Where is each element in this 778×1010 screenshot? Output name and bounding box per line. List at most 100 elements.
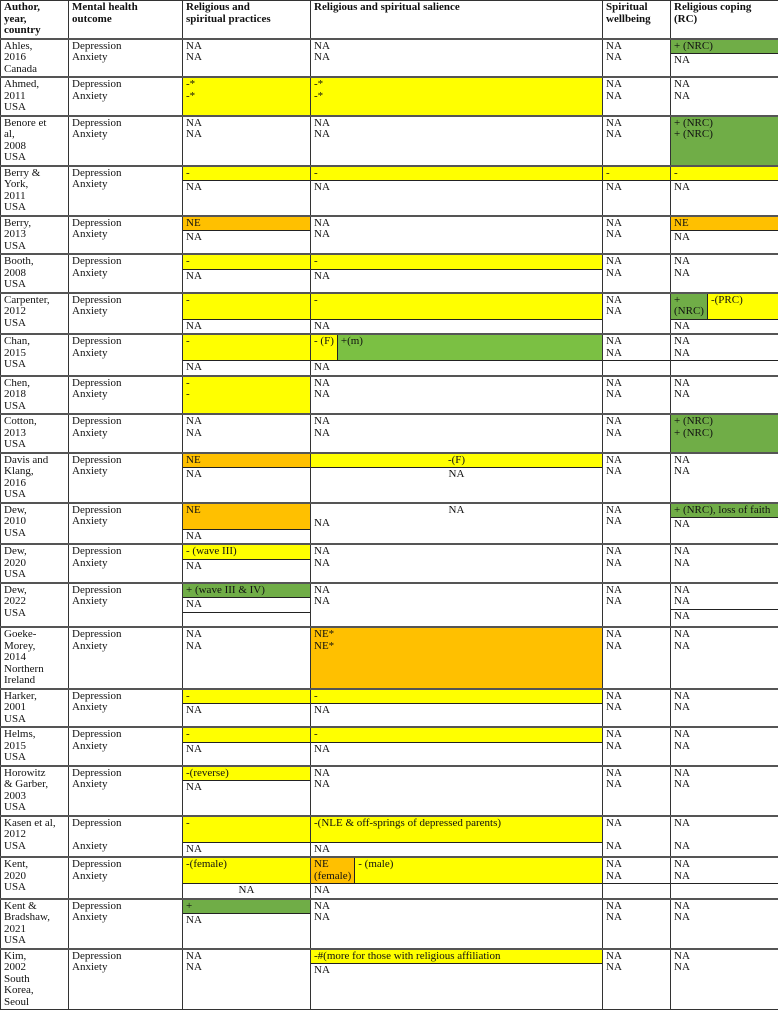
result-yellow-segment: - [311, 728, 602, 743]
result-yellow-segment: - [183, 690, 310, 705]
cell-text: USA [4, 802, 65, 814]
header-author: Author,year,country [1, 1, 69, 39]
result-yellow-segment: -(NLE & off-springs of depressed parents… [311, 817, 602, 843]
result-plain-segment [671, 884, 778, 898]
cell-text: NA [186, 962, 307, 974]
cell-text: NA [314, 362, 599, 374]
cell-text: NA [606, 912, 667, 924]
cell-text: NA [314, 321, 599, 333]
cell-text: NA [186, 469, 307, 481]
result-yellow-segment: - [603, 167, 670, 182]
cell-text: NA [606, 348, 667, 360]
cell-text: NA [186, 321, 307, 333]
cell-text: Anxiety [72, 348, 179, 360]
cell-text: NA [314, 218, 599, 230]
cell-text: NA [186, 844, 307, 856]
practices-cell: -NA [183, 166, 311, 216]
cell-text: NA [606, 428, 667, 440]
result-plain-segment: NA [183, 320, 310, 334]
cell-text: NA [314, 844, 599, 856]
cell-text: -* [314, 91, 599, 103]
result-plain-segment: NA [183, 843, 310, 857]
cell-text: NA [314, 428, 599, 440]
header-line: Spiritual [606, 2, 667, 14]
cell-text: NA [606, 79, 667, 91]
cell-text: USA [4, 318, 65, 330]
cell-text: Anxiety [72, 912, 179, 924]
cell-text: NA [186, 362, 307, 374]
result-orange-segment: NE [183, 454, 310, 469]
salience-cell: -NA [311, 727, 603, 766]
cell-text: USA [4, 279, 65, 291]
cell-text: 2014 [4, 652, 65, 664]
result-green-segment: +(NRC) [671, 294, 707, 319]
salience-cell: -(NLE & off-springs of depressed parents… [311, 816, 603, 858]
cell-text: NA [314, 901, 599, 913]
cell-text: NA [674, 641, 775, 653]
result-yellow-segment: - (male) [354, 858, 602, 883]
cell-text: South [4, 974, 65, 986]
cell-text: Chan, [4, 336, 65, 348]
cell-text: NA [606, 741, 667, 753]
cell-text: -* [314, 79, 599, 91]
cell-text: NA [186, 744, 307, 756]
practices-cell: -(female)NA [183, 857, 311, 899]
header-line: Religious and spiritual salience [314, 2, 599, 14]
cell-text: -(PRC) [711, 295, 775, 307]
cell-text: Anxiety [72, 641, 179, 653]
header-line: Mental health [72, 2, 179, 14]
cell-text: NA [314, 389, 599, 401]
cell-text: NA [314, 229, 599, 241]
cell-text: NA [186, 641, 307, 653]
cell-text: NA [606, 546, 667, 558]
cell-text: + [186, 901, 307, 913]
cell-text: Dew, [4, 546, 65, 558]
result-plain-segment: NA [183, 884, 310, 898]
cell-text: & Garber, [4, 779, 65, 791]
cell-text: USA [4, 882, 65, 894]
cell-text: NA [674, 611, 775, 623]
header-line: Religious and [186, 2, 307, 14]
cell-text: Canada [4, 64, 65, 76]
result-yellow-segment: - [183, 294, 310, 320]
result-orange-segment: NE(female) [311, 858, 354, 883]
cell-text: NE [186, 455, 307, 467]
cell-text: Ireland [4, 675, 65, 687]
practices-cell: -NA [183, 334, 311, 376]
cell-text: 2001 [4, 702, 65, 714]
cell-text: NA [606, 129, 667, 141]
cell-text: NA [606, 182, 667, 194]
cell-text: NA [314, 41, 599, 53]
result-yellow-segment: -(PRC) [707, 294, 778, 319]
result-yellow-segment: - [183, 728, 310, 743]
cell-text: NA [674, 741, 775, 753]
cell-text: NA [314, 779, 599, 791]
cell-text: NA [186, 416, 307, 428]
result-green-segment: + [183, 900, 310, 915]
cell-text: NA [314, 705, 599, 717]
result-plain-segment: NA [603, 181, 670, 215]
